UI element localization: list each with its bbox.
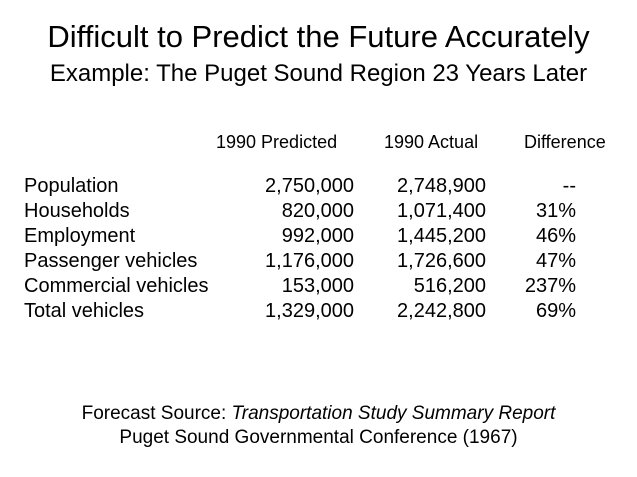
source-report-title: Transportation Study Summary Report <box>231 403 556 424</box>
cell-predicted: 1,176,000 <box>265 250 354 272</box>
cell-difference: -- <box>562 175 576 197</box>
row-label: Commercial vehicles <box>24 275 209 297</box>
cell-actual: 2,748,900 <box>397 175 486 197</box>
header-1990-predicted: 1990 Predicted <box>216 132 338 152</box>
cell-predicted: 820,000 <box>281 200 354 222</box>
cell-actual: 1,726,600 <box>397 250 486 272</box>
table-row-passenger-vehicles: Passenger vehicles 1,176,000 1,726,600 4… <box>0 249 637 274</box>
cell-actual: 516,200 <box>413 275 486 297</box>
cell-predicted: 992,000 <box>281 225 354 247</box>
table-row-households: Households 820,000 1,071,400 31% <box>0 199 637 224</box>
header-1990-actual: 1990 Actual <box>384 132 479 152</box>
table-row-employment: Employment 992,000 1,445,200 46% <box>0 224 637 249</box>
cell-predicted: 2,750,000 <box>265 175 354 197</box>
cell-difference: 31% <box>535 200 576 222</box>
source-organization-line: Puget Sound Governmental Conference (196… <box>119 427 518 448</box>
row-label: Employment <box>24 225 136 247</box>
table-row-total-vehicles: Total vehicles 1,329,000 2,242,800 69% <box>0 299 637 324</box>
source-prefix: Forecast Source: <box>81 403 232 424</box>
table-row-population: Population 2,750,000 2,748,900 -- <box>0 174 637 199</box>
cell-predicted: 153,000 <box>281 275 354 297</box>
row-label: Total vehicles <box>24 300 145 322</box>
slide-subtitle: Example: The Puget Sound Region 23 Years… <box>49 60 588 87</box>
row-label: Population <box>24 175 119 197</box>
slide-title: Difficult to Predict the Future Accurate… <box>47 19 590 54</box>
cell-predicted: 1,329,000 <box>265 300 354 322</box>
forecast-source-line: Forecast Source: Transportation Study Su… <box>0 402 637 426</box>
cell-difference: 46% <box>535 225 576 247</box>
cell-difference: 69% <box>535 300 576 322</box>
cell-actual: 1,445,200 <box>397 225 486 247</box>
cell-actual: 2,242,800 <box>397 300 486 322</box>
header-difference: Difference <box>524 132 606 152</box>
cell-difference: 47% <box>535 250 576 272</box>
table-body: Population 2,750,000 2,748,900 -- Househ… <box>0 174 637 324</box>
row-label: Passenger vehicles <box>24 250 198 272</box>
row-label: Households <box>24 200 130 222</box>
table-header-row: 1990 Predicted 1990 Actual Difference <box>0 130 637 154</box>
table-row-commercial-vehicles: Commercial vehicles 153,000 516,200 237% <box>0 274 637 299</box>
cell-difference: 237% <box>524 275 576 297</box>
cell-actual: 1,071,400 <box>397 200 486 222</box>
